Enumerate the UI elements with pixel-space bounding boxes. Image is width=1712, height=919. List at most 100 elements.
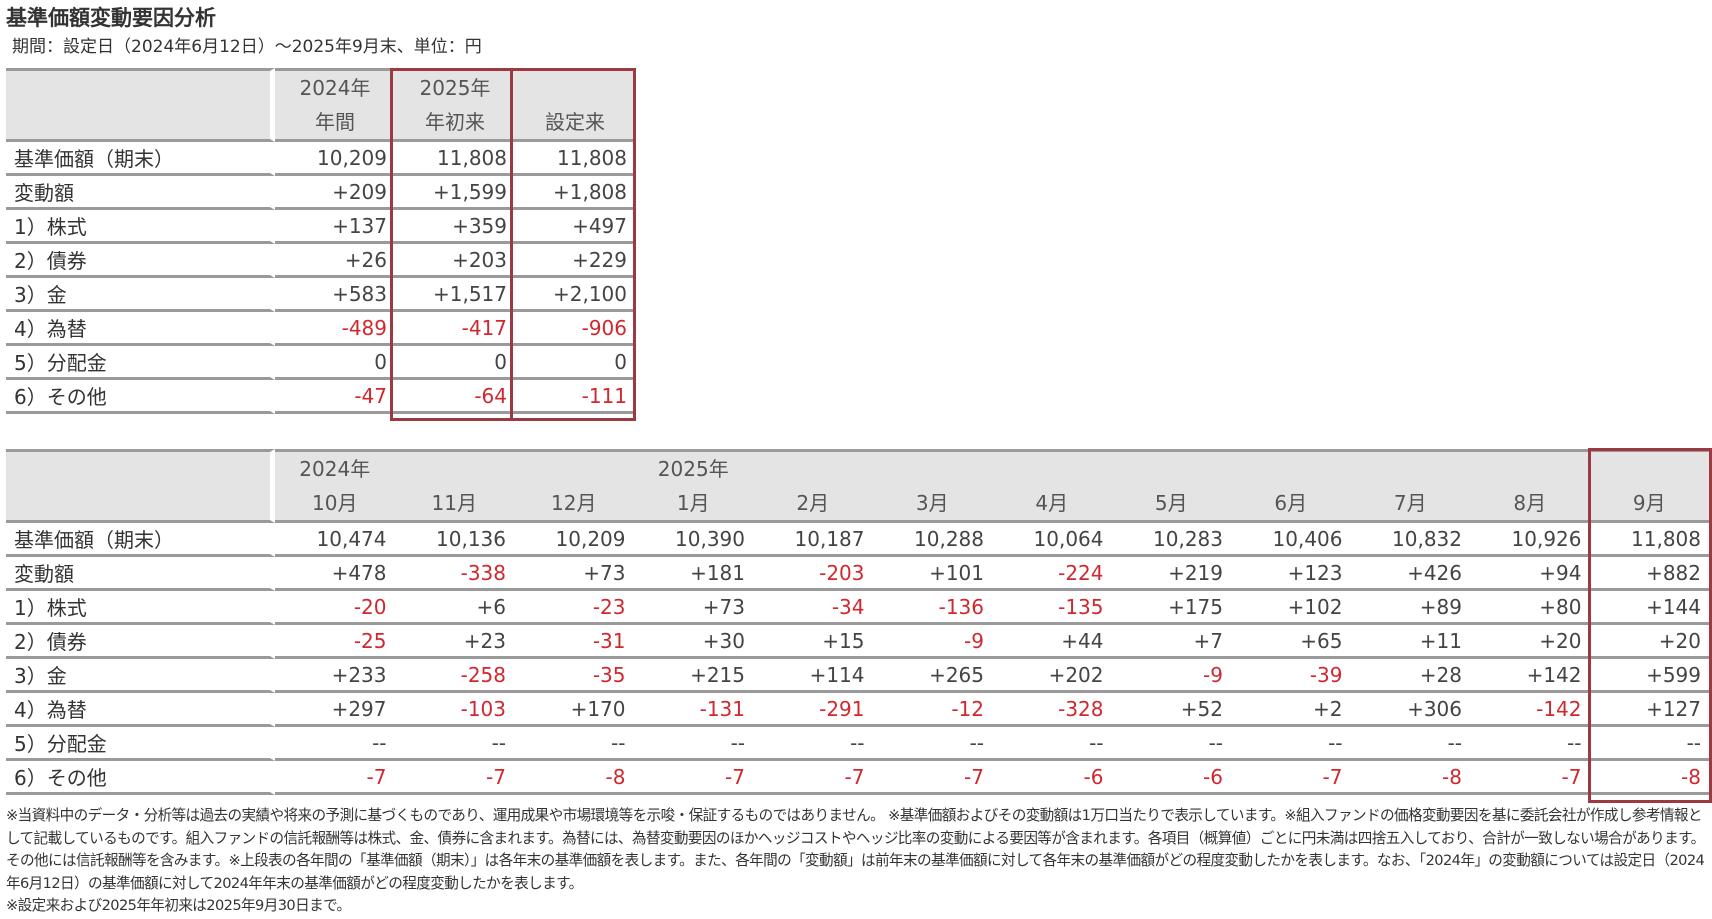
table-cell: +101 — [872, 557, 992, 591]
table-cell: -291 — [753, 693, 873, 727]
table-row: 変動額 +209 +1,599 +1,808 — [6, 176, 635, 210]
table-cell: 10,209 — [275, 142, 395, 176]
table-cell: 10,288 — [872, 523, 992, 557]
table-cell: -489 — [275, 312, 395, 346]
row-label: 変動額 — [6, 176, 275, 210]
table-cell: +583 — [275, 278, 395, 312]
table-cell: -258 — [394, 659, 514, 693]
column-header-line2: 設定来 — [545, 110, 605, 134]
table-cell: -328 — [992, 693, 1112, 727]
table-cell: +1,517 — [395, 278, 515, 312]
table-cell: -47 — [275, 380, 395, 414]
table-cell: 0 — [395, 346, 515, 380]
table-cell: +142 — [1470, 659, 1590, 693]
column-header: 2024年 年間 — [275, 68, 395, 142]
table-row: 6）その他 -7 -7 -8 -7 -7 -7 -6 -6 -7 -8 -7 -8 — [6, 761, 1709, 795]
table-row: 1）株式 +137 +359 +497 — [6, 210, 635, 244]
column-header: 2025年 1月 — [633, 449, 753, 523]
table-cell: +1,808 — [515, 176, 635, 210]
column-header-line1: 2025年 — [419, 76, 491, 100]
column-header-line2: 12月 — [551, 491, 597, 515]
summary-header-row: 2024年 年間 2025年 年初来 設定来 — [6, 68, 635, 142]
table-cell: -135 — [992, 591, 1112, 625]
table-cell: -7 — [1231, 761, 1351, 795]
column-header: 8月 — [1470, 449, 1590, 523]
table-cell: +73 — [514, 557, 634, 591]
row-label: 4）為替 — [6, 693, 275, 727]
table-cell: +7 — [1111, 625, 1231, 659]
column-header-line1: 2025年 — [657, 457, 729, 481]
table-cell: +114 — [753, 659, 873, 693]
table-cell: 10,390 — [633, 523, 753, 557]
table-cell: -23 — [514, 591, 634, 625]
table-cell: 10,209 — [514, 523, 634, 557]
table-cell: -906 — [515, 312, 635, 346]
column-header-line1 — [1120, 452, 1224, 486]
column-header-line1 — [881, 452, 985, 486]
table-cell: +209 — [275, 176, 395, 210]
column-header-line2: 1月 — [676, 491, 710, 515]
column-header-line1 — [522, 452, 626, 486]
table-cell: +65 — [1231, 625, 1351, 659]
column-header-line1: 2024年 — [299, 76, 371, 100]
table-cell: +30 — [633, 625, 753, 659]
column-header-line1: 2024年 — [299, 457, 371, 481]
table-row: 4）為替 +297 -103 +170 -131 -291 -12 -328 +52 +2 +306… — [6, 693, 1709, 727]
table-cell: +127 — [1589, 693, 1709, 727]
table-cell: -25 — [275, 625, 395, 659]
table-cell: -- — [1350, 727, 1470, 761]
header-blank — [6, 68, 275, 142]
table-cell: +497 — [515, 210, 635, 244]
row-label: 6）その他 — [6, 761, 275, 795]
table-cell: -224 — [992, 557, 1112, 591]
row-label: 5）分配金 — [6, 346, 275, 380]
table-cell: +359 — [395, 210, 515, 244]
row-label: 基準価額（期末） — [6, 142, 275, 176]
table-cell: +882 — [1589, 557, 1709, 591]
column-header: 6月 — [1231, 449, 1351, 523]
table-cell: 11,808 — [395, 142, 515, 176]
row-label: 2）債券 — [6, 625, 275, 659]
footnote-main: ※当資料中のデータ・分析等は過去の実績や将来の予測に基づくものであり、運用成果や… — [6, 807, 1705, 892]
column-header-line2: 3月 — [915, 491, 949, 515]
table-cell: -- — [394, 727, 514, 761]
row-label: 2）債券 — [6, 244, 275, 278]
table-cell: -- — [275, 727, 395, 761]
table-cell: -8 — [1350, 761, 1470, 795]
table-cell: 10,187 — [753, 523, 873, 557]
table-cell: -131 — [633, 693, 753, 727]
table-cell: -6 — [992, 761, 1112, 795]
table-cell: -12 — [872, 693, 992, 727]
table-row: 2）債券 +26 +203 +229 — [6, 244, 635, 278]
table-cell: -- — [992, 727, 1112, 761]
summary-table: 2024年 年間 2025年 年初来 設定来 基準価額（期末） 10,209 11,808… — [6, 68, 635, 414]
column-header: 設定来 — [515, 68, 635, 142]
table-cell: +265 — [872, 659, 992, 693]
table-cell: +426 — [1350, 557, 1470, 591]
column-header: 4月 — [992, 449, 1112, 523]
row-label: 4）為替 — [6, 312, 275, 346]
table-row: 6）その他 -47 -64 -111 — [6, 380, 635, 414]
table-cell: +219 — [1111, 557, 1231, 591]
table-cell: +137 — [275, 210, 395, 244]
table-cell: -203 — [753, 557, 873, 591]
column-header: 7月 — [1350, 449, 1470, 523]
table-cell: -- — [1470, 727, 1590, 761]
table-cell: +144 — [1589, 591, 1709, 625]
table-cell: -8 — [1589, 761, 1709, 795]
column-header: 2024年 10月 — [275, 449, 395, 523]
table-cell: 10,283 — [1111, 523, 1231, 557]
table-cell: -35 — [514, 659, 634, 693]
table-cell: -136 — [872, 591, 992, 625]
table-cell: +229 — [515, 244, 635, 278]
table-cell: -20 — [275, 591, 395, 625]
column-header: 3月 — [872, 449, 992, 523]
table-cell: -7 — [394, 761, 514, 795]
table-cell: 10,064 — [992, 523, 1112, 557]
table-cell: -111 — [515, 380, 635, 414]
table-cell: -7 — [872, 761, 992, 795]
table-cell: 10,406 — [1231, 523, 1351, 557]
table-cell: +203 — [395, 244, 515, 278]
column-header-line2: 6月 — [1274, 491, 1308, 515]
table-cell: 0 — [275, 346, 395, 380]
